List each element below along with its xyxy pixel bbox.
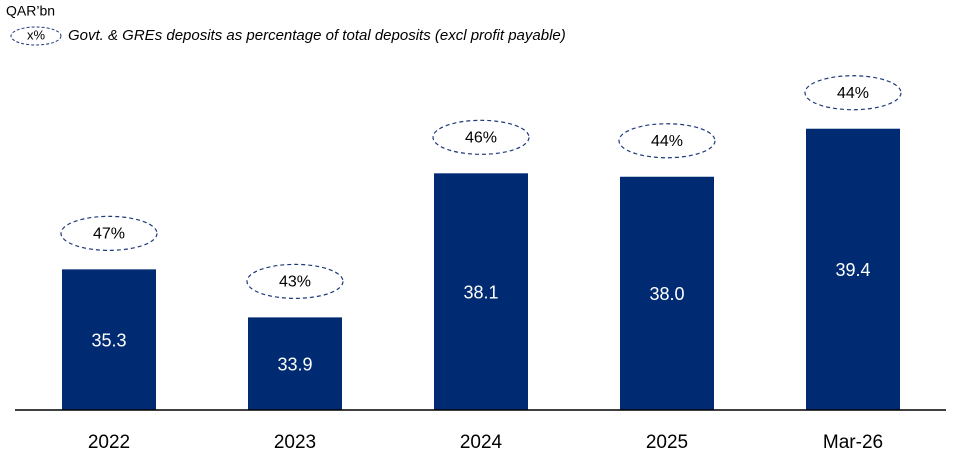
legend-label: Govt. & GREs deposits as percentage of t… xyxy=(68,27,566,44)
x-tick-label: 2023 xyxy=(274,432,316,453)
ratio-bubble xyxy=(246,263,344,299)
x-tick-label: 2025 xyxy=(646,432,688,453)
bar-value-label: 33.9 xyxy=(277,354,312,374)
ratio-bubble xyxy=(432,119,530,155)
ratio-label: 44% xyxy=(651,133,683,150)
bar xyxy=(620,176,714,410)
bar-value-label: 38.1 xyxy=(463,282,498,302)
bar xyxy=(434,173,528,410)
x-tick-label: 2024 xyxy=(460,432,503,453)
ratio-bubble xyxy=(60,215,158,251)
bar xyxy=(248,317,342,410)
x-tick-label: Mar-26 xyxy=(823,432,883,453)
legend-marker xyxy=(10,26,62,46)
bar-value-label: 38.0 xyxy=(649,284,684,304)
ratio-label: 46% xyxy=(465,130,497,147)
ratio-bubble xyxy=(618,123,716,159)
ratio-label: 43% xyxy=(279,274,311,291)
legend-marker-label: x% xyxy=(27,27,46,42)
bar-value-label: 39.4 xyxy=(835,260,870,280)
unit-label: QAR’bn xyxy=(6,3,55,19)
bar xyxy=(62,269,156,410)
ratio-label: 44% xyxy=(837,85,869,102)
ratio-bubble xyxy=(804,75,902,111)
ratio-label: 47% xyxy=(93,226,125,243)
x-tick-label: 2022 xyxy=(88,432,130,453)
bar-value-label: 35.3 xyxy=(91,330,126,350)
bar xyxy=(806,128,900,411)
